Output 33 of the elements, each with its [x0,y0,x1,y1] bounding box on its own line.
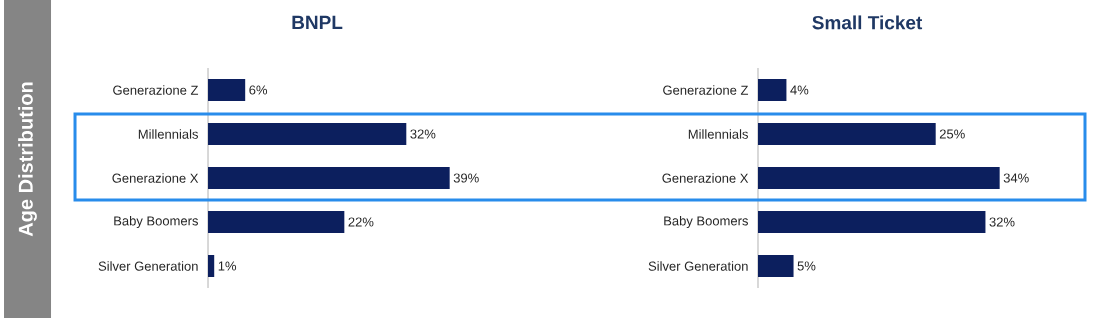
data-label: 34% [1003,173,1029,183]
bar [208,210,345,233]
bar [758,254,794,277]
y-tick-label: Baby Boomers [114,215,198,229]
y-tick-label: Generazione Z [663,85,749,95]
data-label: 22% [348,217,374,227]
y-tick-label: Millennials [138,129,198,139]
data-label: 5% [797,261,816,271]
bar [758,166,1000,189]
bar [758,79,787,101]
data-label: 32% [410,129,436,139]
bar [208,166,450,189]
y-tick-label: Generazione Z [113,85,199,95]
data-label: 4% [790,85,809,95]
y-tick-label: Silver Generation [98,261,198,271]
bar [208,254,215,277]
y-tick-label: Generazione X [112,173,199,183]
y-tick-label: Generazione X [662,173,749,183]
data-label: 39% [453,173,479,183]
y-tick-label: Baby Boomers [664,215,748,229]
bar [208,122,407,145]
y-axis-title: Age Distribution [18,82,37,237]
bar [208,79,246,101]
bar [758,210,986,233]
data-label: 25% [939,129,965,139]
chart-title: BNPL [292,15,343,29]
data-label: 6% [249,85,268,95]
data-label: 32% [989,217,1015,227]
chart-title: Small Ticket [812,15,923,30]
y-tick-label: Millennials [688,129,748,139]
bar [758,122,936,145]
data-label: 1% [218,261,237,271]
y-tick-label: Silver Generation [648,261,748,271]
